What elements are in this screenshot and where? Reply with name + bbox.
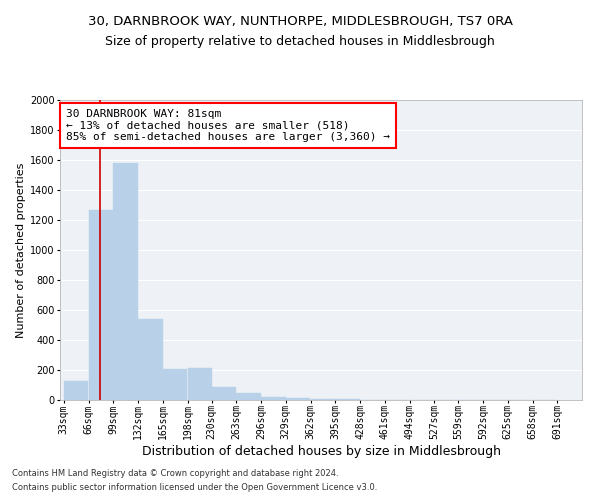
- Y-axis label: Number of detached properties: Number of detached properties: [16, 162, 26, 338]
- Bar: [138, 319, 163, 400]
- Bar: [212, 386, 236, 400]
- Text: Contains public sector information licensed under the Open Government Licence v3: Contains public sector information licen…: [12, 484, 377, 492]
- Bar: [113, 163, 138, 400]
- Bar: [311, 398, 335, 400]
- Bar: [286, 398, 310, 400]
- Bar: [335, 399, 360, 400]
- Text: 30, DARNBROOK WAY, NUNTHORPE, MIDDLESBROUGH, TS7 0RA: 30, DARNBROOK WAY, NUNTHORPE, MIDDLESBRO…: [88, 15, 512, 28]
- Bar: [89, 210, 113, 400]
- X-axis label: Distribution of detached houses by size in Middlesbrough: Distribution of detached houses by size …: [142, 445, 500, 458]
- Bar: [64, 380, 88, 400]
- Text: Size of property relative to detached houses in Middlesbrough: Size of property relative to detached ho…: [105, 35, 495, 48]
- Bar: [236, 392, 261, 400]
- Bar: [261, 396, 286, 400]
- Bar: [187, 368, 212, 400]
- Text: Contains HM Land Registry data © Crown copyright and database right 2024.: Contains HM Land Registry data © Crown c…: [12, 468, 338, 477]
- Text: 30 DARNBROOK WAY: 81sqm
← 13% of detached houses are smaller (518)
85% of semi-d: 30 DARNBROOK WAY: 81sqm ← 13% of detache…: [66, 109, 390, 142]
- Bar: [163, 368, 187, 400]
